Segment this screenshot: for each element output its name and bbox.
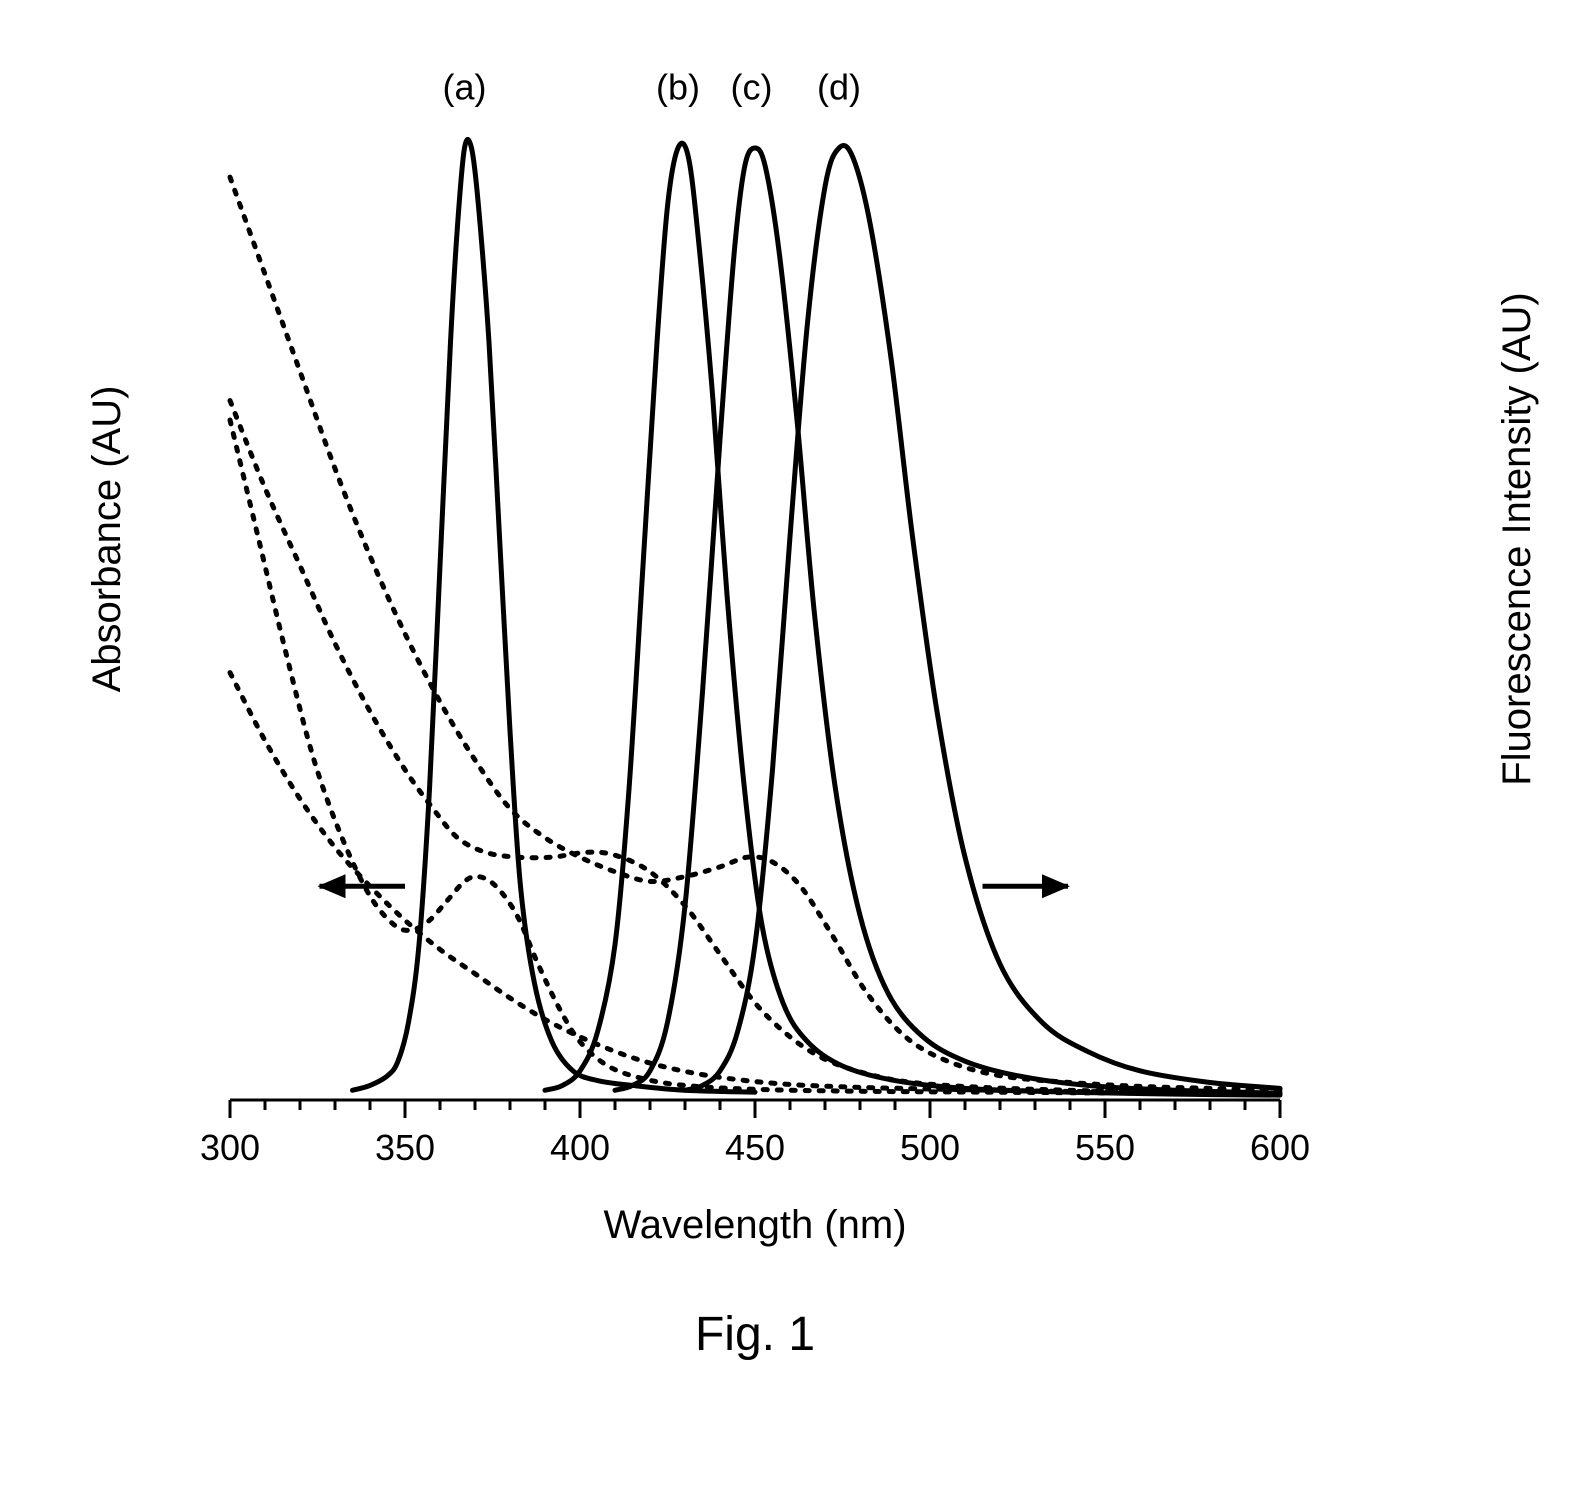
x-tick-label: 500 (900, 1127, 960, 1168)
absorbance-curve-abs2 (230, 401, 1280, 1094)
left-y-axis-label: Absorbance (AU) (85, 386, 129, 693)
x-tick-label: 550 (1075, 1127, 1135, 1168)
figure-container: 300 350 400 450 500 550 600 Wavelength (nm) Abso… (0, 0, 1571, 1496)
emission-curve-b (545, 143, 1280, 1095)
x-tick-label: 600 (1250, 1127, 1310, 1168)
absorbance-curve-abs3 (230, 420, 1280, 1094)
x-axis-label: Wavelength (nm) (603, 1203, 906, 1247)
left-arrow-head (318, 874, 346, 898)
right-y-axis-label: Fluorescence Intensity (AU) (1495, 292, 1539, 786)
x-tick-label: 300 (200, 1127, 260, 1168)
x-tick-label: 450 (725, 1127, 785, 1168)
x-tick-label: 400 (550, 1127, 610, 1168)
spectra-chart: 300 350 400 450 500 550 600 Wavelength (nm) Abso… (0, 0, 1571, 1496)
right-arrow-head (1042, 874, 1070, 898)
peak-label-0: (a) (443, 66, 487, 107)
peak-label-2: (c) (731, 66, 773, 107)
emission-curve-a (353, 139, 756, 1092)
emission-curve-d (685, 145, 1280, 1090)
figure-caption: Fig. 1 (695, 1308, 815, 1361)
emission-curve-c (615, 148, 1280, 1093)
peak-label-3: (d) (817, 66, 861, 107)
x-tick-label: 350 (375, 1127, 435, 1168)
peak-label-1: (b) (656, 66, 700, 107)
